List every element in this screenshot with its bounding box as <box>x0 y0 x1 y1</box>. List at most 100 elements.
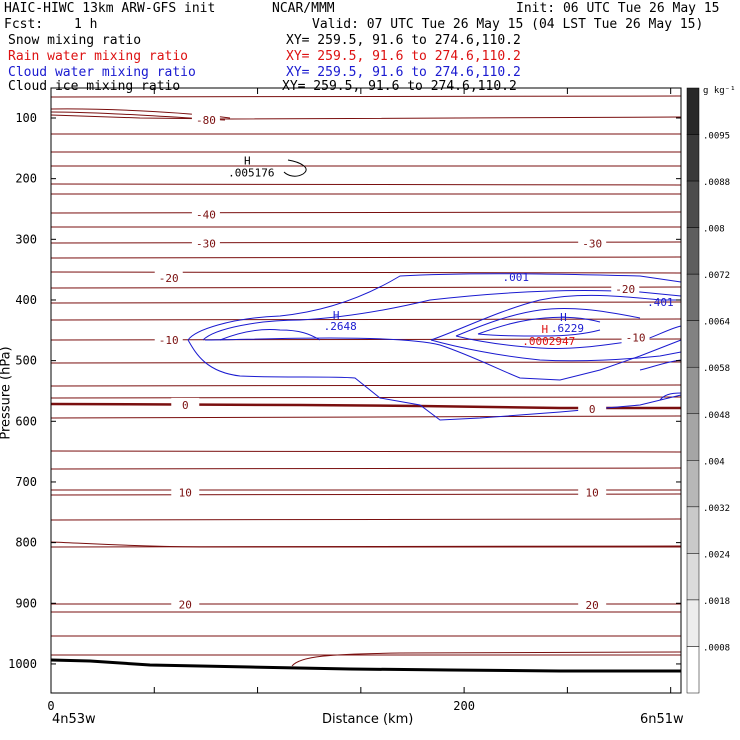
temperature-contour-label: 20 <box>179 598 192 611</box>
model-title: HAIC-HIWC 13km ARW-GFS init <box>4 1 216 16</box>
temperature-contour <box>50 518 682 521</box>
y-tick-label: 1000 <box>8 657 37 671</box>
colorbar-swatch <box>686 413 700 461</box>
label-knockout <box>171 485 200 499</box>
temperature-contour <box>50 384 682 387</box>
org-label: NCAR/MMM <box>272 1 335 16</box>
ground-line <box>50 658 681 673</box>
temperature-contour <box>50 211 682 214</box>
field-cloudwater-name: Cloud water mixing ratio <box>8 65 196 80</box>
label-knockout <box>154 333 183 347</box>
temperature-contour <box>50 271 682 274</box>
temperature-contour-label: -10 <box>626 332 646 345</box>
y-tick-label: 100 <box>15 111 37 125</box>
colorbar-swatch <box>686 366 700 415</box>
y-tick-label: 200 <box>15 172 37 186</box>
field-cloudice-name: Cloud ice mixing ratio <box>8 79 181 94</box>
cloud-ice-contour <box>283 159 307 177</box>
colorbar-swatch <box>686 227 700 275</box>
y-tick-label: 500 <box>15 354 37 368</box>
temperature-contour <box>50 114 682 120</box>
valid-time: Valid: 07 UTC Tue 26 May 15 (04 LST Tue … <box>312 17 704 32</box>
cloud-water-contour-label: .6229 <box>551 322 584 335</box>
temperature-contour-label: 0 <box>589 403 596 416</box>
temperature-contour <box>50 256 682 259</box>
x-axis-label: Distance (km) <box>322 712 414 727</box>
y-tick-label: 400 <box>15 293 37 307</box>
temperature-contour <box>50 286 682 289</box>
maximum-marker: H <box>244 155 251 168</box>
field-snow-xy: XY= 259.5, 91.6 to 274.6,110.2 <box>286 33 521 48</box>
maximum-marker: H <box>541 323 548 336</box>
fcst-label: Fcst: <box>4 17 44 32</box>
colorbar-label: .0095 <box>703 132 730 142</box>
cloud-water-contour <box>455 307 641 337</box>
maximum-value-label: .005176 <box>228 167 274 180</box>
colorbar-label: .0088 <box>703 178 730 188</box>
label-knockout <box>154 271 183 285</box>
cloud-water-contour-label: .2648 <box>324 320 357 333</box>
label-knockout <box>171 397 200 411</box>
cloud-water-contour <box>477 329 601 337</box>
y-tick-label: 700 <box>15 475 37 489</box>
endpoint-left: 4n53w <box>52 712 96 727</box>
colorbar-label: .0072 <box>703 271 730 281</box>
temperature-contour-label: -30 <box>582 238 602 251</box>
colorbar-label: .004 <box>703 457 725 467</box>
cloud-water-contour <box>659 392 682 401</box>
label-knockout <box>611 282 640 296</box>
field-rain-xy: XY= 259.5, 91.6 to 274.6,110.2 <box>286 49 521 64</box>
field-cloudice-xy: XY= 259.5, 91.6 to 274.6,110.2 <box>282 79 517 94</box>
temperature-contour <box>50 450 682 453</box>
temperature-contour <box>50 493 682 496</box>
maximum-marker: H <box>333 309 340 322</box>
colorbar-label: .0008 <box>703 643 730 653</box>
cloud-water-contour <box>455 335 641 350</box>
temperature-contour <box>50 545 682 548</box>
cloud-water-contour <box>204 337 682 381</box>
cloud-water-contour <box>187 339 682 421</box>
colorbar-swatch <box>686 134 700 182</box>
label-knockout <box>578 485 607 499</box>
temperature-contour-label: 10 <box>179 486 192 499</box>
cloud-water-contour-label: .401 <box>647 296 674 309</box>
colorbar-swatch <box>686 553 700 601</box>
init-time: Init: 06 UTC Tue 26 May 15 <box>516 1 720 16</box>
cloud-water-contour <box>430 294 681 341</box>
label-knockout <box>578 402 607 416</box>
label-knockout <box>578 236 607 250</box>
colorbar-swatch <box>686 506 700 554</box>
temperature-contour <box>50 338 682 341</box>
colorbar-swatch <box>686 180 700 228</box>
colorbar-unit: g kg⁻¹ <box>703 86 736 96</box>
x-tick-label: 0 <box>47 699 54 713</box>
temperature-contour <box>50 415 682 419</box>
colorbar-label: .008 <box>703 225 725 235</box>
label-knockout <box>621 330 650 344</box>
label-knockout <box>578 598 607 612</box>
temperature-contour <box>50 183 682 186</box>
colorbar-label: .0064 <box>703 318 730 328</box>
colorbar-label: .0024 <box>703 550 730 560</box>
colorbar-swatch <box>686 460 700 508</box>
colorbar-swatch <box>686 273 700 321</box>
colorbar-label: .0048 <box>703 411 730 421</box>
maximum-value-label: .0002947 <box>522 335 575 348</box>
cloud-water-contour <box>639 359 682 371</box>
temperature-contour <box>50 361 682 364</box>
temperature-contour-label: -80 <box>196 114 216 127</box>
colorbar-label: .0018 <box>703 597 730 607</box>
y-tick-label: 800 <box>15 536 37 550</box>
temperature-contour <box>50 541 681 548</box>
temperature-contour-label: 20 <box>586 599 599 612</box>
cloud-water-contour <box>202 289 682 341</box>
colorbar-label: .0032 <box>703 504 730 514</box>
temperature-contour <box>50 301 682 304</box>
contour-layer <box>50 95 682 673</box>
label-knockout <box>171 597 200 611</box>
field-rain-name: Rain water mixing ratio <box>8 49 189 64</box>
colorbar: .0095 .0088 .008 .0072 .0064 .0058 .0048 .004 .0… <box>686 87 730 694</box>
field-cloudwater-xy: XY= 259.5, 91.6 to 274.6,110.2 <box>286 65 521 80</box>
